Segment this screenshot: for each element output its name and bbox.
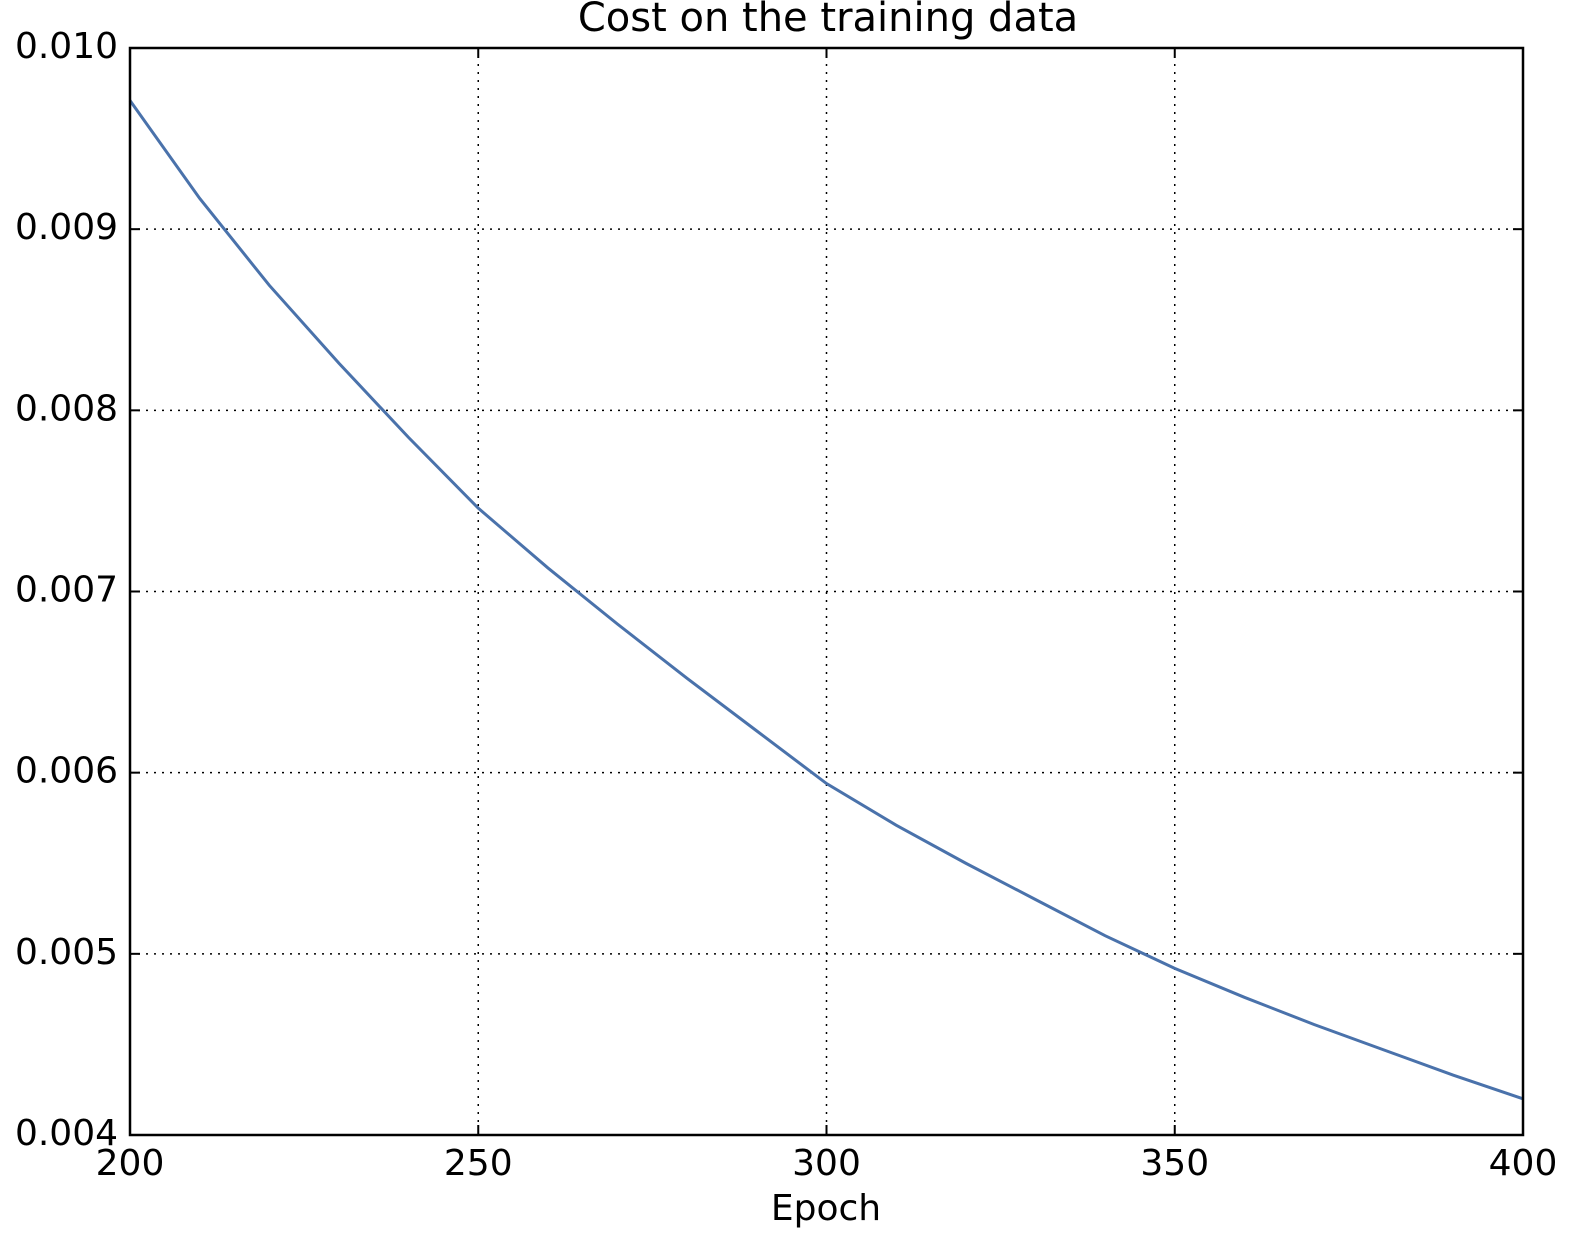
y-tick-label: 0.009: [15, 207, 118, 248]
x-tick-label: 300: [792, 1143, 861, 1184]
y-tick-label: 0.006: [15, 751, 118, 792]
x-axis-label: Epoch: [771, 1188, 881, 1229]
y-tick-label: 0.005: [15, 932, 118, 973]
chart-title: Cost on the training data: [578, 0, 1078, 41]
x-tick-label: 250: [444, 1143, 513, 1184]
x-tick-label: 400: [1489, 1143, 1558, 1184]
y-tick-label: 0.004: [15, 1113, 118, 1154]
line: [128, 99, 1524, 1101]
y-tick-label: 0.007: [15, 570, 118, 611]
plot-frame: [128, 46, 1525, 1137]
y-tick-label: 0.008: [15, 388, 118, 429]
y-tick-label: 0.010: [15, 26, 118, 67]
x-tick-label: 350: [1140, 1143, 1209, 1184]
x-tick-label: 200: [96, 1143, 165, 1184]
